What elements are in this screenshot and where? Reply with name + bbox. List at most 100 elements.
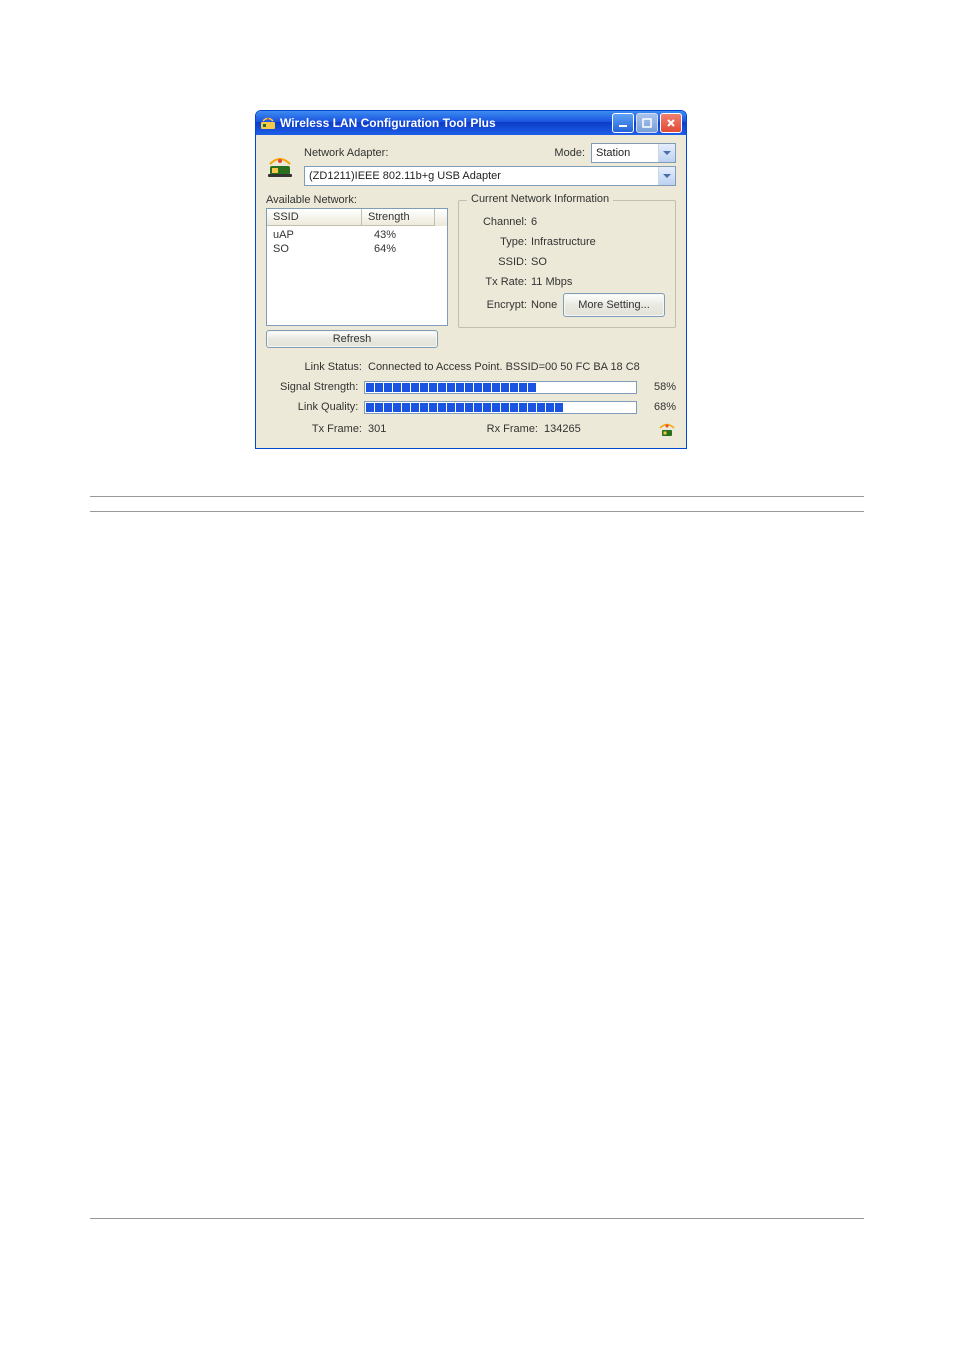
- bar-segment: [429, 383, 437, 392]
- list-item-ssid: SO: [267, 242, 368, 256]
- txrate-label: Tx Rate:: [469, 273, 531, 291]
- bar-segment: [420, 383, 428, 392]
- bar-segment: [591, 383, 599, 392]
- bar-segment: [510, 403, 518, 412]
- bar-segment: [366, 383, 374, 392]
- bar-segment: [528, 403, 536, 412]
- adapter-label: Network Adapter:: [304, 147, 388, 159]
- bar-segment: [564, 383, 572, 392]
- refresh-button[interactable]: Refresh: [266, 330, 438, 348]
- adapter-dropdown[interactable]: (ZD1211)IEEE 802.11b+g USB Adapter: [304, 166, 676, 186]
- list-item-ssid: uAP: [267, 228, 368, 242]
- bar-segment: [411, 403, 419, 412]
- list-item[interactable]: uAP43%: [267, 228, 447, 242]
- bar-segment: [474, 403, 482, 412]
- type-value: Infrastructure: [531, 233, 665, 251]
- mode-label: Mode:: [554, 147, 585, 159]
- bar-segment: [573, 403, 581, 412]
- maximize-button: [636, 113, 658, 133]
- signal-bar: [364, 381, 637, 394]
- channel-label: Channel:: [469, 213, 531, 231]
- app-icon: [260, 115, 276, 131]
- bar-segment: [519, 403, 527, 412]
- bar-segment: [402, 403, 410, 412]
- adapter-icon: [266, 152, 296, 178]
- bar-segment: [600, 403, 608, 412]
- bar-segment: [564, 403, 572, 412]
- col-strength[interactable]: Strength: [362, 209, 435, 226]
- bar-segment: [609, 403, 617, 412]
- available-label: Available Network:: [266, 194, 448, 206]
- bar-segment: [573, 383, 581, 392]
- mode-dropdown[interactable]: Station: [591, 143, 676, 163]
- bar-segment: [618, 383, 626, 392]
- bar-segment: [384, 403, 392, 412]
- middle-section: Available Network: SSID Strength uAP43%S…: [266, 194, 676, 348]
- bar-segment: [393, 403, 401, 412]
- quality-pct: 68%: [637, 398, 676, 416]
- status-block: Link Status: Connected to Access Point. …: [266, 358, 676, 438]
- txframe-label: Tx Frame:: [266, 423, 368, 435]
- bar-segment: [465, 383, 473, 392]
- list-header: SSID Strength: [267, 209, 447, 226]
- bar-segment: [582, 403, 590, 412]
- signal-icon: [658, 420, 676, 438]
- bar-segment: [609, 383, 617, 392]
- bar-segment: [438, 383, 446, 392]
- bar-segment: [555, 383, 563, 392]
- window-title: Wireless LAN Configuration Tool Plus: [280, 116, 612, 130]
- link-status-label: Link Status:: [266, 358, 368, 376]
- mode-value: Station: [592, 147, 658, 159]
- adapter-value: (ZD1211)IEEE 802.11b+g USB Adapter: [305, 170, 658, 182]
- bar-segment: [384, 383, 392, 392]
- list-body: uAP43%SO64%: [267, 226, 447, 258]
- rxframe-label: Rx Frame:: [428, 423, 544, 435]
- bar-segment: [456, 403, 464, 412]
- ssid-label: SSID:: [469, 253, 531, 271]
- titlebar[interactable]: Wireless LAN Configuration Tool Plus: [256, 111, 686, 135]
- bar-segment: [528, 383, 536, 392]
- network-list[interactable]: SSID Strength uAP43%SO64%: [266, 208, 448, 326]
- bar-segment: [402, 383, 410, 392]
- minimize-button[interactable]: [612, 113, 634, 133]
- bar-segment: [519, 383, 527, 392]
- quality-label: Link Quality:: [266, 398, 364, 416]
- bar-segment: [393, 383, 401, 392]
- bar-segment: [537, 403, 545, 412]
- channel-value: 6: [531, 213, 665, 231]
- chevron-down-icon: [658, 144, 675, 162]
- rxframe-value: 134265: [544, 423, 624, 435]
- bar-segment: [483, 403, 491, 412]
- bar-segment: [501, 403, 509, 412]
- group-title: Current Network Information: [467, 193, 613, 205]
- bar-segment: [618, 403, 626, 412]
- bar-segment: [375, 403, 383, 412]
- bar-segment: [447, 383, 455, 392]
- link-status-value: Connected to Access Point. BSSID=00 50 F…: [368, 358, 676, 376]
- bar-segment: [474, 383, 482, 392]
- bar-segment: [501, 383, 509, 392]
- app-window: Wireless LAN Configuration Tool Plus: [255, 110, 687, 449]
- txframe-value: 301: [368, 423, 428, 435]
- list-item[interactable]: SO64%: [267, 242, 447, 256]
- window-controls: [612, 113, 686, 133]
- type-label: Type:: [469, 233, 531, 251]
- close-button[interactable]: [660, 113, 682, 133]
- chevron-down-icon: [658, 167, 675, 185]
- bar-segment: [456, 383, 464, 392]
- encrypt-label: Encrypt:: [469, 296, 531, 314]
- bar-segment: [411, 383, 419, 392]
- list-item-strength: 64%: [368, 242, 447, 256]
- bar-segment: [591, 403, 599, 412]
- ssid-value: SO: [531, 253, 665, 271]
- signal-label: Signal Strength:: [266, 378, 364, 396]
- more-setting-button[interactable]: More Setting...: [563, 293, 665, 317]
- quality-bar: [364, 401, 637, 414]
- bar-segment: [375, 383, 383, 392]
- txrate-value: 11 Mbps: [531, 273, 665, 291]
- divider: [90, 1218, 864, 1219]
- bar-segment: [510, 383, 518, 392]
- col-ssid[interactable]: SSID: [267, 209, 362, 226]
- divider: [90, 511, 864, 512]
- bar-segment: [438, 403, 446, 412]
